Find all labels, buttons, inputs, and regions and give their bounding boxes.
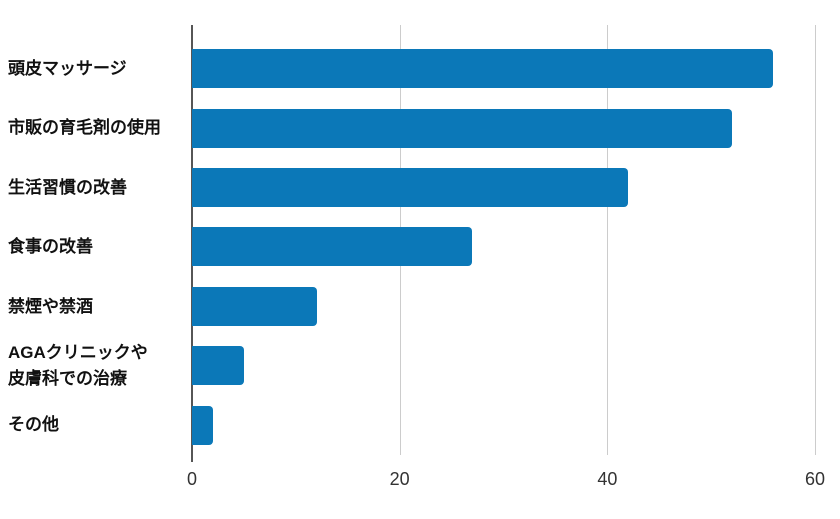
category-label: 生活習慣の改善	[8, 177, 127, 197]
gridline-x-40	[607, 25, 609, 455]
bar-0[interactable]: 56	[192, 49, 774, 89]
bar-row: 52	[192, 98, 815, 157]
category-label: その他	[8, 415, 59, 435]
label-row: 生活習慣の改善	[0, 158, 192, 217]
bar-3[interactable]: 27	[192, 227, 473, 267]
label-row: 食事の改善	[0, 217, 192, 276]
category-label: 市販の育毛剤の使用	[8, 118, 161, 138]
category-label: AGAクリニックや 皮膚科での治療	[8, 343, 148, 388]
label-row: AGAクリニックや 皮膚科での治療	[0, 336, 192, 395]
x-tick-label-20: 20	[389, 469, 410, 489]
bar-2[interactable]: 42	[192, 168, 629, 208]
gridline-x-60	[815, 25, 816, 455]
x-tick-label-0: 0	[186, 469, 198, 489]
bar-row: 56	[192, 39, 815, 98]
bar-6[interactable]: 2	[192, 405, 213, 445]
bar-row: 12	[192, 277, 815, 336]
bar-4[interactable]: 12	[192, 286, 317, 326]
label-row: その他	[0, 396, 192, 455]
category-label: 食事の改善	[8, 237, 93, 257]
bar-1[interactable]: 52	[192, 108, 732, 148]
bar-row: 2	[192, 396, 815, 455]
bar-row: 42	[192, 158, 815, 217]
x-tick-label-60: 60	[804, 469, 826, 489]
bar-5[interactable]: 5	[192, 346, 244, 386]
label-row: 禁煙や禁酒	[0, 277, 192, 336]
plot-area: 565242271252	[191, 25, 816, 462]
label-row: 市販の育毛剤の使用	[0, 98, 192, 157]
x-tick-label-40: 40	[597, 469, 618, 489]
category-label: 禁煙や禁酒	[8, 296, 93, 316]
category-label-column: 頭皮マッサージ市販の育毛剤の使用 生活習慣の改善 食事の改善禁煙や禁酒 AGAクリニッ…	[0, 39, 192, 455]
label-row: 頭皮マッサージ	[0, 39, 192, 98]
bar-rows: 565242271252	[192, 39, 815, 455]
bar-row: 27	[192, 217, 815, 276]
bar-row: 5	[192, 336, 815, 395]
category-label: 頭皮マッサージ	[8, 58, 127, 78]
